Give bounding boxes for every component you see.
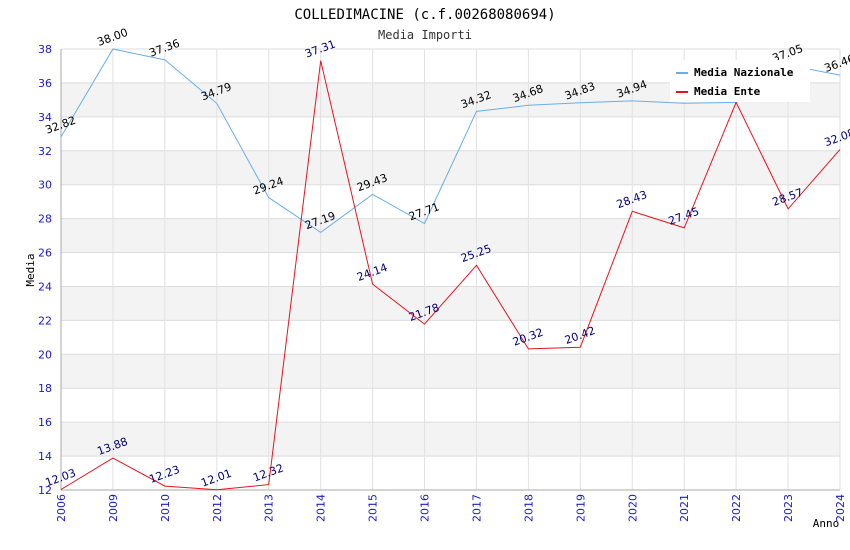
x-tick-label: 2010 <box>159 494 172 522</box>
x-tick-label: 2021 <box>678 494 691 522</box>
x-tick-label: 2018 <box>522 494 535 522</box>
y-tick-label: 38 <box>38 43 52 56</box>
y-tick-label: 28 <box>38 213 52 226</box>
y-tick-label: 16 <box>38 416 52 429</box>
x-tick-label: 2013 <box>263 494 276 522</box>
data-label: 38.00 <box>96 26 130 49</box>
x-tick-label: 2019 <box>574 494 587 522</box>
x-tick-label: 2016 <box>419 494 432 522</box>
y-tick-label: 36 <box>38 77 52 90</box>
background-bands <box>61 82 840 457</box>
y-tick-label: 12 <box>38 484 52 497</box>
y-tick-label: 24 <box>38 280 52 293</box>
x-axis-label: Anno <box>813 517 840 530</box>
background-band <box>61 218 840 253</box>
x-tick-label: 2012 <box>211 494 224 522</box>
x-tick-label: 2006 <box>55 494 68 522</box>
data-label: 32.08 <box>823 126 850 149</box>
y-tick-label: 26 <box>38 247 52 260</box>
series-lines <box>60 48 841 491</box>
y-tick-label: 32 <box>38 145 52 158</box>
legend-label-nazionale: Media Nazionale <box>694 66 794 79</box>
legend-box <box>670 60 810 102</box>
y-tick-label: 22 <box>38 314 52 327</box>
x-tick-label: 2009 <box>107 494 120 522</box>
background-band <box>61 422 840 457</box>
y-tick-label: 18 <box>38 382 52 395</box>
chart-title: COLLEDIMACINE (c.f.00268080694) <box>294 7 555 23</box>
y-axis-label: Media <box>24 253 37 286</box>
x-tick-labels: 2006 2009 2010 2012 2013 2014 2015 2016 2017 2018… <box>55 494 847 522</box>
background-band <box>61 286 840 321</box>
chart-subtitle: Media Importi <box>378 28 472 42</box>
data-label: 36.46 <box>823 52 850 75</box>
x-tick-label: 2014 <box>315 494 328 522</box>
background-band <box>61 354 840 389</box>
gridlines <box>60 48 841 491</box>
x-tick-label: 2017 <box>470 494 483 522</box>
legend: Media Nazionale Media Ente <box>670 60 810 102</box>
axes <box>60 49 841 491</box>
x-tick-label: 2023 <box>782 494 795 522</box>
legend-label-ente: Media Ente <box>694 85 761 98</box>
series-line-media-ente <box>60 60 841 491</box>
y-tick-label: 34 <box>38 111 52 124</box>
y-tick-label: 14 <box>38 450 52 463</box>
series-line-media-nazionale <box>60 48 841 234</box>
x-tick-label: 2024 <box>834 494 847 522</box>
y-tick-label: 20 <box>38 348 52 361</box>
x-tick-label: 2022 <box>730 494 743 522</box>
x-tick-label: 2020 <box>626 494 639 522</box>
y-tick-label: 30 <box>38 179 52 192</box>
x-tick-label: 2015 <box>367 494 380 522</box>
y-tick-labels: 12 14 16 18 20 22 24 26 28 30 32 34 36 38 <box>38 43 52 497</box>
